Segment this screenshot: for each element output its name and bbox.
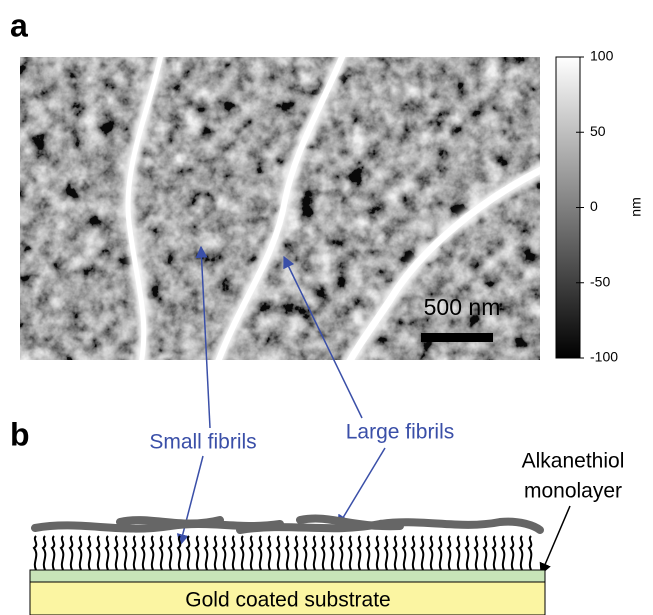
thiol bbox=[430, 536, 432, 570]
thiol bbox=[160, 536, 162, 570]
thiol bbox=[124, 536, 126, 570]
thiol bbox=[259, 536, 261, 570]
thiol bbox=[151, 536, 153, 570]
figure: a 500 nm 100 50 0 -50 -100 nm b Small fibril… bbox=[0, 0, 653, 615]
thiol bbox=[529, 536, 531, 570]
thiol bbox=[61, 536, 63, 570]
thiol bbox=[394, 536, 396, 570]
thiol bbox=[268, 536, 270, 570]
thiol bbox=[250, 536, 252, 570]
thiol bbox=[475, 536, 477, 570]
thiol bbox=[466, 536, 468, 570]
thiol bbox=[196, 536, 198, 570]
panel-label: b bbox=[10, 416, 30, 452]
colorbar-tick-label: 50 bbox=[590, 123, 606, 139]
thiol bbox=[511, 536, 513, 570]
thiol bbox=[106, 536, 108, 570]
monolayer-arrow bbox=[541, 506, 570, 574]
thiol bbox=[376, 536, 378, 570]
thiol bbox=[520, 536, 522, 570]
thiol bbox=[448, 536, 450, 570]
thiol bbox=[232, 536, 234, 570]
substrate-label: Gold coated substrate bbox=[185, 589, 390, 612]
thiol bbox=[97, 536, 99, 570]
panel-label: a bbox=[10, 7, 28, 43]
thiol bbox=[79, 536, 81, 570]
thiol bbox=[88, 536, 90, 570]
thiol bbox=[241, 536, 243, 570]
monolayer-layer bbox=[30, 570, 545, 582]
scale-bar-label: 500 nm bbox=[424, 294, 501, 320]
monolayer-label: monolayer bbox=[524, 480, 622, 503]
thiol bbox=[169, 536, 171, 570]
thiol bbox=[205, 536, 207, 570]
thiol bbox=[322, 536, 324, 570]
thiol bbox=[385, 536, 387, 570]
thiol bbox=[403, 536, 405, 570]
colorbar-tick-label: -50 bbox=[590, 273, 610, 289]
large-fibrils-label: Large fibrils bbox=[346, 421, 455, 444]
thiol bbox=[304, 536, 306, 570]
thiol bbox=[187, 536, 189, 570]
monolayer-label: Alkanethiol bbox=[522, 450, 625, 473]
thiol bbox=[295, 536, 297, 570]
colorbar-tick-label: -100 bbox=[590, 349, 618, 365]
thiol bbox=[502, 536, 504, 570]
thiol bbox=[457, 536, 459, 570]
colorbar-tick-label: 100 bbox=[590, 48, 614, 64]
colorbar-unit: nm bbox=[628, 197, 644, 216]
thiol bbox=[412, 536, 414, 570]
thiol bbox=[115, 536, 117, 570]
thiol bbox=[133, 536, 135, 570]
small-fibrils-label: Small fibrils bbox=[149, 431, 256, 454]
thiol bbox=[286, 536, 288, 570]
thiol bbox=[178, 536, 180, 570]
thiol bbox=[349, 536, 351, 570]
afm-image bbox=[20, 50, 545, 370]
thiol bbox=[493, 536, 495, 570]
thiol bbox=[367, 536, 369, 570]
thiol bbox=[439, 536, 441, 570]
thiol bbox=[70, 536, 72, 570]
thiol bbox=[331, 536, 333, 570]
scale-bar bbox=[421, 333, 493, 342]
thiol bbox=[340, 536, 342, 570]
thiol bbox=[484, 536, 486, 570]
thiol-chains bbox=[34, 536, 531, 570]
thiol bbox=[52, 536, 54, 570]
thiol bbox=[313, 536, 315, 570]
thiol bbox=[421, 536, 423, 570]
thiol bbox=[142, 536, 144, 570]
thiol bbox=[43, 536, 45, 570]
colorbar-ticks: 100 50 0 -50 -100 bbox=[576, 48, 618, 365]
colorbar-tick-label: 0 bbox=[590, 198, 598, 214]
thiol bbox=[214, 536, 216, 570]
fibrils-schematic bbox=[35, 518, 540, 530]
thiol bbox=[34, 536, 36, 570]
thiol bbox=[358, 536, 360, 570]
thiol bbox=[277, 536, 279, 570]
thiol bbox=[223, 536, 225, 570]
